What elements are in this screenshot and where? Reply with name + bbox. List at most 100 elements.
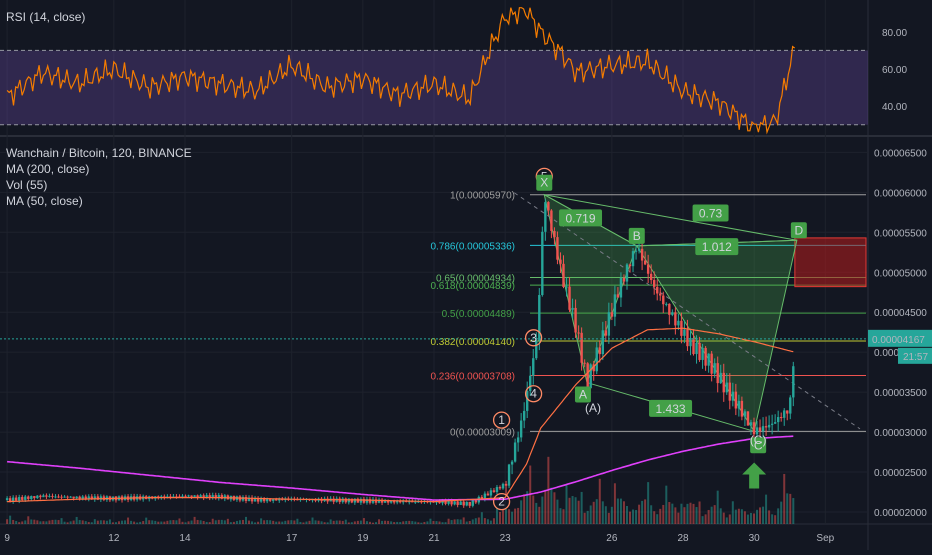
candle-body [704, 347, 707, 366]
volume-bar [589, 505, 592, 524]
candle-body [220, 495, 224, 499]
volume-bar [517, 507, 520, 524]
volume-bar [523, 494, 526, 524]
candle-body [770, 423, 774, 425]
candle-body [399, 500, 402, 503]
volume-bar [127, 517, 130, 524]
candle-body [96, 496, 100, 500]
volume-bar [514, 508, 517, 524]
candle-body [544, 202, 547, 232]
candle-body [21, 497, 24, 500]
candle-body [659, 293, 662, 296]
volume-bar [607, 512, 610, 524]
volume-bar [344, 519, 347, 524]
volume-bar [535, 502, 538, 524]
volume-bar [604, 506, 607, 524]
pattern-point-X: X [536, 174, 553, 191]
candle-body [625, 264, 629, 282]
volume-bar [701, 516, 704, 524]
candle-body [275, 498, 278, 501]
volume-bar [713, 505, 716, 524]
indicator-volume[interactable]: Vol (55) [6, 178, 48, 192]
candle-body [634, 250, 638, 252]
volume-bar [580, 491, 583, 524]
pattern-point-C: C [750, 437, 767, 454]
ratio-label-1: 0.73 [692, 204, 729, 222]
symbol-title[interactable]: Wanchain / Bitcoin, 120, BINANCE [6, 146, 192, 160]
candle-body [592, 364, 595, 372]
volume-bar [492, 518, 495, 524]
volume-bar [396, 521, 399, 524]
volume-bar [571, 496, 574, 524]
volume-bar [565, 485, 568, 524]
ratio-label-box [695, 238, 739, 256]
volume-bar [780, 501, 783, 524]
volume-bar [299, 521, 302, 524]
volume-bar [235, 520, 238, 524]
time-tick-label-10: Sep [816, 533, 834, 544]
volume-bar [574, 497, 577, 524]
volume-bar [329, 519, 332, 524]
volume-bar [296, 518, 299, 524]
wave-label-2: 2 [498, 495, 505, 509]
candle-body [764, 426, 768, 428]
volume-bar [238, 520, 241, 524]
price-tick-label-6: 0.00003500 [874, 388, 927, 399]
up-arrow-icon [742, 462, 767, 489]
candle-body [39, 495, 42, 498]
candle-body [504, 483, 508, 486]
volume-bar [251, 521, 254, 524]
ratio-label-box [559, 209, 603, 227]
fib-level-label-1: 0.786(0.00005336) [430, 241, 515, 252]
time-tick-label-3: 17 [286, 533, 298, 544]
volume-bar [338, 520, 341, 524]
volume-bar [508, 509, 511, 524]
indicator-ma200[interactable]: MA (200, close) [6, 162, 90, 176]
volume-bar [244, 516, 247, 524]
volume-bar [75, 516, 78, 524]
rsi-label[interactable]: RSI (14, close) [6, 10, 86, 24]
candle-body [392, 500, 396, 503]
volume-bar [495, 507, 498, 524]
candle-body [259, 498, 263, 502]
volume-bar [792, 498, 795, 524]
candle-body [190, 495, 193, 497]
candle-body [580, 332, 583, 363]
volume-bar [317, 520, 320, 524]
candle-body [649, 273, 653, 281]
volume-bar [332, 520, 335, 524]
candle-body [172, 496, 175, 498]
target-zone [794, 237, 867, 288]
volume-bar [254, 522, 257, 524]
candle-body [725, 382, 728, 393]
last-price-text: 0.00004167 [872, 335, 925, 346]
volume-bar [716, 490, 719, 524]
volume-bar [622, 501, 625, 524]
volume-bar [145, 517, 148, 524]
candle-body [30, 496, 33, 499]
volume-bar [450, 520, 453, 524]
candle-body [571, 307, 574, 310]
time-tick-label-7: 26 [606, 533, 618, 544]
volume-bar [486, 519, 489, 524]
indicator-ma50[interactable]: MA (50, close) [6, 194, 83, 208]
volume-bar [81, 520, 84, 524]
candle-body [547, 202, 550, 211]
pattern-point-text: D [795, 223, 804, 237]
price-tick-label-1: 0.00006000 [874, 188, 927, 199]
volume-bar [93, 519, 96, 524]
volume-bar [689, 502, 692, 524]
candle-body [553, 230, 556, 238]
time-tick-label-0: 9 [4, 533, 10, 544]
candle-body [574, 307, 577, 333]
price-tick-label-0: 0.00006500 [874, 148, 927, 159]
pattern-point-box [574, 386, 591, 403]
candle-body [752, 422, 756, 435]
candle-body [450, 501, 453, 505]
volume-bar [60, 518, 63, 524]
volume-bar [465, 521, 468, 524]
time-tick-label-5: 21 [428, 533, 440, 544]
candle-body [613, 294, 617, 317]
